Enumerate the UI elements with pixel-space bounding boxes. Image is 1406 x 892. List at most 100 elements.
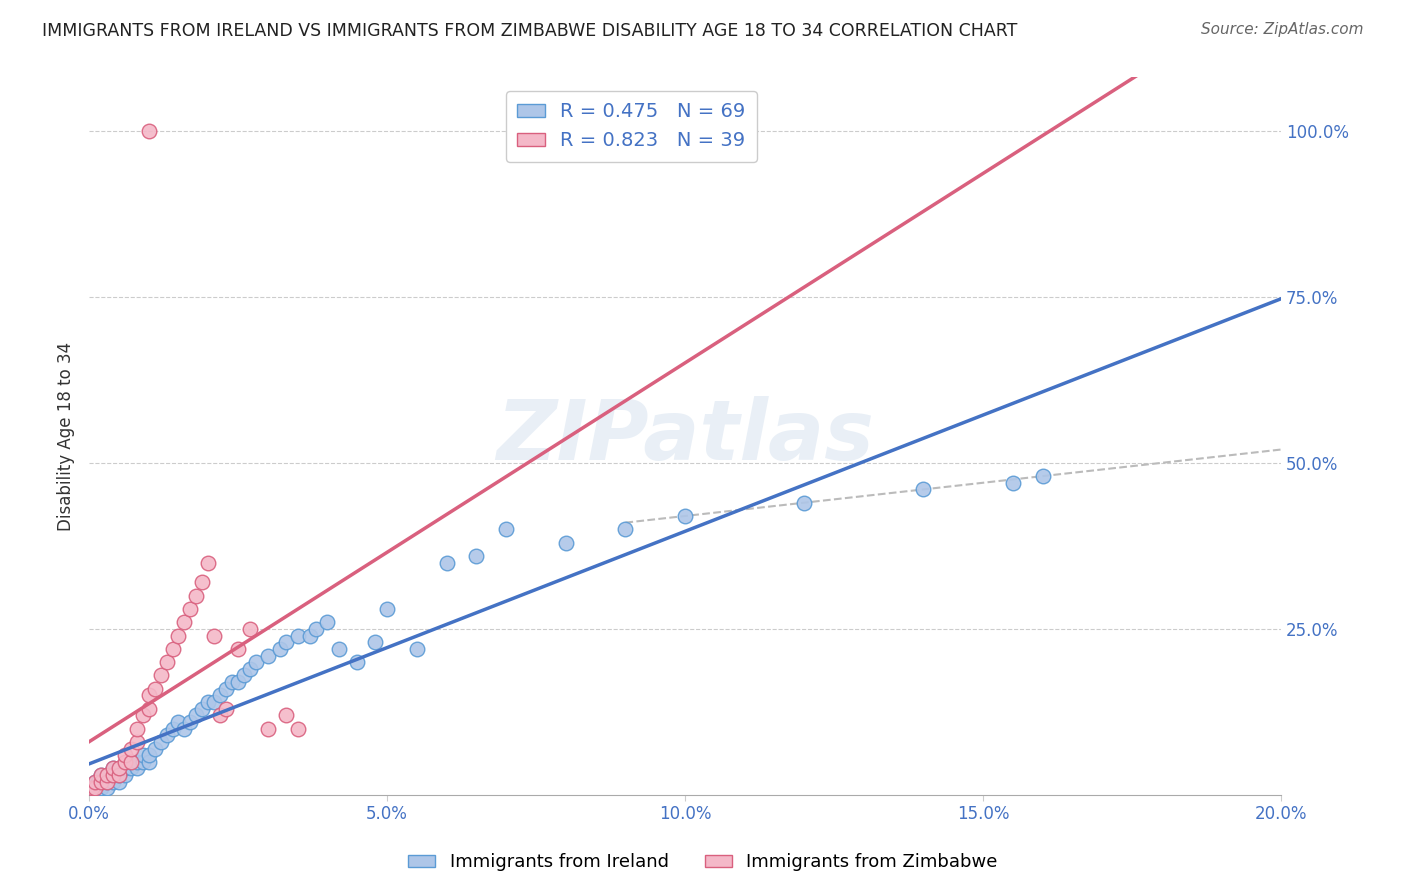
Point [162,722,184,736]
Point [131,748,153,763]
Point [96,781,118,796]
Point [131,755,153,769]
Point [96,774,118,789]
Point [108,762,131,776]
Point [239,622,262,636]
Point [495,522,517,536]
Point [138,123,160,137]
Point [125,762,148,776]
Point [226,675,249,690]
Point [202,629,225,643]
Point [179,714,201,729]
Point [80,781,103,796]
Point [912,483,935,497]
Point [186,589,208,603]
Point [287,629,309,643]
Point [84,774,107,789]
Point [793,496,815,510]
Point [155,728,177,742]
Point [114,762,136,776]
Point [138,755,160,769]
Point [96,768,118,782]
Point [108,774,131,789]
Point [614,522,637,536]
Point [167,629,190,643]
Point [202,695,225,709]
Point [104,768,127,782]
Point [1001,475,1024,490]
Point [298,629,321,643]
Point [96,774,118,789]
Point [120,755,142,769]
Point [167,714,190,729]
Point [287,722,309,736]
Point [221,675,243,690]
Point [257,648,280,663]
Point [138,748,160,763]
Point [90,781,112,796]
Point [108,762,131,776]
Point [149,668,172,682]
Point [84,781,107,796]
Point [197,556,219,570]
Point [191,701,214,715]
Point [364,635,387,649]
Point [138,701,160,715]
Point [173,722,195,736]
Point [108,768,131,782]
Point [101,774,124,789]
Point [257,722,280,736]
Point [114,768,136,782]
Point [239,662,262,676]
Point [125,755,148,769]
Point [209,708,232,723]
Point [375,602,398,616]
Text: ZIPatlas: ZIPatlas [496,396,875,476]
Point [101,762,124,776]
Point [269,641,291,656]
Point [274,708,297,723]
Point [84,774,107,789]
Point [436,556,458,570]
Point [149,735,172,749]
Point [96,768,118,782]
Point [304,622,326,636]
Point [90,768,112,782]
Point [143,681,166,696]
Point [98,768,121,782]
Point [90,774,112,789]
Point [197,695,219,709]
Point [120,755,142,769]
Point [173,615,195,630]
Point [114,748,136,763]
Point [328,641,350,656]
Point [101,762,124,776]
Point [93,774,115,789]
Text: IMMIGRANTS FROM IRELAND VS IMMIGRANTS FROM ZIMBABWE DISABILITY AGE 18 TO 34 CORR: IMMIGRANTS FROM IRELAND VS IMMIGRANTS FR… [42,22,1018,40]
Point [465,549,488,563]
Point [274,635,297,649]
Point [84,781,107,796]
Point [114,755,136,769]
Point [191,575,214,590]
Point [101,768,124,782]
Point [215,681,238,696]
Point [162,641,184,656]
Point [673,508,696,523]
Point [90,768,112,782]
Point [1032,469,1054,483]
Point [215,701,238,715]
Legend: R = 0.475   N = 69, R = 0.823   N = 39: R = 0.475 N = 69, R = 0.823 N = 39 [506,91,756,161]
Legend: Immigrants from Ireland, Immigrants from Zimbabwe: Immigrants from Ireland, Immigrants from… [401,847,1005,879]
Point [405,641,427,656]
Point [233,668,256,682]
Point [226,641,249,656]
Point [87,774,110,789]
Point [155,655,177,669]
Point [108,768,131,782]
Point [101,768,124,782]
Point [125,735,148,749]
Text: Source: ZipAtlas.com: Source: ZipAtlas.com [1201,22,1364,37]
Point [143,741,166,756]
Point [316,615,339,630]
